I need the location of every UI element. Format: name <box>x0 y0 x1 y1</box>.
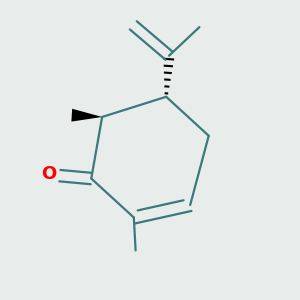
Text: O: O <box>41 165 57 183</box>
Polygon shape <box>71 109 102 122</box>
